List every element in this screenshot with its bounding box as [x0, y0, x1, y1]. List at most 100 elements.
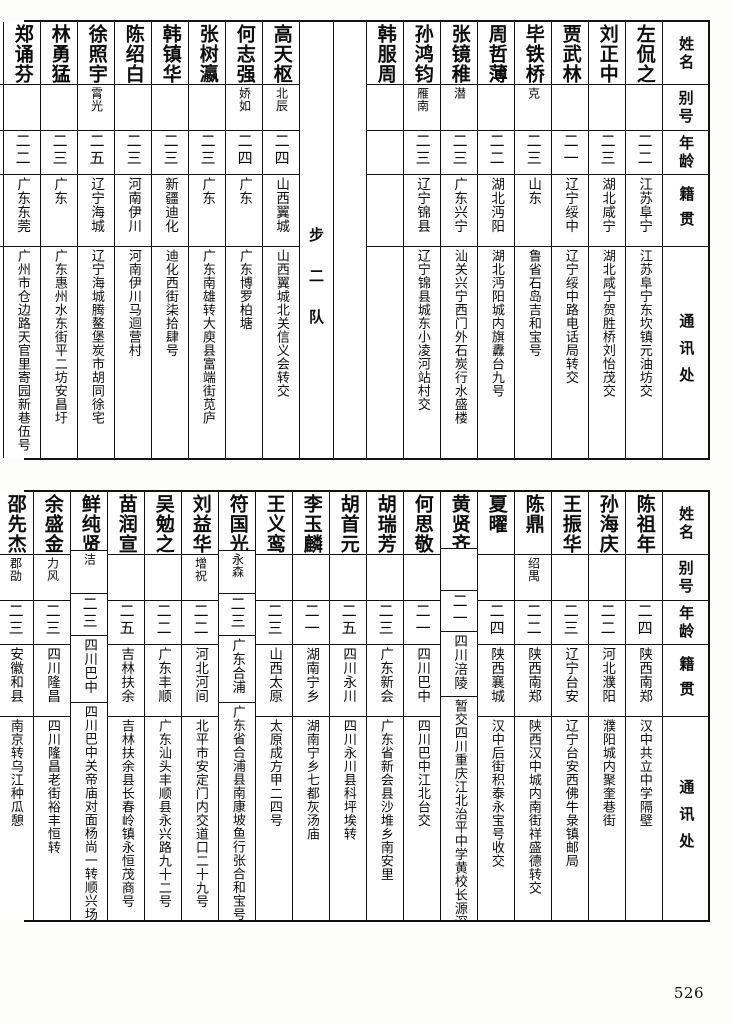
person-native_place-text: 辽宁海城 — [88, 177, 105, 233]
person-alias — [441, 548, 477, 590]
person-column[interactable]: 徐照宇 霄光 二五 辽宁海城 辽宁海城腾鳌堡炭市胡同徐宅 — [77, 22, 114, 458]
person-name-text: 贾武林 — [559, 24, 582, 84]
person-name: 林勇猛 — [41, 22, 77, 84]
person-column[interactable]: 林勇猛 二三 广东 广东惠州水东街平二坊安昌圩 — [40, 22, 77, 458]
person-age: 二二 — [589, 600, 625, 644]
person-alias — [256, 554, 292, 600]
person-native_place: 山西太原 — [256, 644, 292, 716]
person-native_place-text: 四川永川 — [340, 647, 357, 703]
person-column[interactable]: 毕铁桥克二三 山东 鲁省石岛吉和宝号 — [514, 22, 551, 458]
person-name: 鲜纯贤 — [71, 492, 107, 550]
person-column[interactable]: 张镜稚潜二三 广东兴宁 汕关兴宁西门外石炭行水盛楼 — [440, 22, 477, 458]
person-age-text: 二四 — [487, 603, 506, 637]
person-column[interactable]: 贾武林 二一 辽宁绥中 辽宁绥中路电话局转交 — [551, 22, 588, 458]
person-column[interactable]: 胡瑞芳 二三 广东新会 广东省新会县沙堆乡南安里 — [366, 492, 403, 920]
person-alias — [41, 84, 77, 130]
person-age: 二四 — [263, 130, 299, 174]
person-alias-text: 郡劭 — [8, 557, 23, 582]
row-header-address-text: 通讯处 — [677, 312, 696, 394]
person-column[interactable]: 刘益华 增祝 二二 河北河间 北平市安定门内交道口二十九号 — [181, 492, 218, 920]
person-column[interactable]: 吴勉之 二二 广东丰顺 广东汕头丰顺县永兴路九十二号 — [144, 492, 181, 920]
person-age: 二二 — [478, 130, 514, 174]
person-age: 二三 — [515, 130, 551, 174]
person-native_place: 广东丰顺 — [145, 644, 181, 716]
person-age: 二一 — [552, 130, 588, 174]
row-header-address-text: 通讯处 — [677, 778, 696, 860]
person-column[interactable]: 刘正中 二三 湖北咸宁 湖北咸宁贺胜桥刘怡茂交 — [588, 22, 625, 458]
person-column[interactable]: 邵先杰 郡劭 二三 安徽和县 南京转乌江种瓜憩 — [0, 492, 33, 920]
person-address: 河南伊川马迴营村 — [115, 246, 151, 458]
person-column[interactable]: 胡首元 二五 四川永川 四川永川县科坪埃转 — [329, 492, 366, 920]
person-native_place-text: 湖北咸宁 — [599, 177, 616, 233]
person-column[interactable]: 高天枢 北辰 二四 山西翼城 山西翼城北关信义会转交 — [262, 22, 299, 458]
person-column[interactable]: 陈鼎 绍禺 二二 陕西南郑 陕西汉中城内南街祥盛德转交 — [514, 492, 551, 920]
person-age: 二三 — [367, 600, 403, 644]
person-address: 江苏阜宁东坎镇元油坊交 — [626, 246, 662, 458]
person-column[interactable]: 何思敬 二一 四川巴中 四川巴中江北台交 — [403, 492, 440, 920]
person-column[interactable]: 王振华 二三 辽宁台安 辽宁台安西佛牛彔镇邮局 — [551, 492, 588, 920]
person-address-text: 广东南雄转大庾县富端街苋庐 — [199, 249, 215, 425]
person-age-text: 二四 — [235, 133, 254, 167]
person-column[interactable]: 张树瀛 二三 广东 广东南雄转大庾县富端街苋庐 — [188, 22, 225, 458]
person-alias-text: 霄光 — [89, 87, 104, 112]
person-column[interactable]: 鲜纯贤洁二三 四川巴中 四川巴中关帝庙对面杨尚一转顺兴场交 — [70, 492, 107, 920]
person-address-text: 迪化西街柒拾肆号 — [162, 249, 178, 357]
person-age: 二三 — [441, 130, 477, 174]
person-name: 胡瑞芳 — [367, 492, 403, 554]
person-age-text: 二二 — [154, 603, 173, 637]
person-alias — [478, 554, 514, 600]
person-alias: 霄光 — [78, 84, 114, 130]
person-address: 辽宁海城腾鳌堡炭市胡同徐宅 — [78, 246, 114, 458]
person-column[interactable]: 孙海庆 二二 河北濮阳 濮阳城内聚奎巷街 — [588, 492, 625, 920]
person-native_place-text: 辽宁绥中 — [562, 177, 579, 233]
person-column[interactable]: 郑诵芬 二二 广东东莞 广州市仓边路天官里寄园新巷伍号 — [3, 22, 40, 458]
person-name: 韩镇华 — [152, 22, 188, 84]
person-name-text: 徐照宇 — [85, 24, 108, 84]
person-alias — [0, 84, 3, 130]
person-name: 孙海庆 — [589, 492, 625, 554]
person-native_place-text: 广东兴宁 — [451, 177, 468, 233]
unit-label-cell: 步二队 — [300, 22, 333, 458]
person-column[interactable]: 王义鸾 二三 山西太原 太原成方甲二四号 — [255, 492, 292, 920]
person-age-text: 二三 — [80, 596, 99, 631]
person-column[interactable]: 陈祖年 二四 陕西南郑 汉中共立中学隔壁 — [625, 492, 662, 920]
person-name-text: 韩镇华 — [159, 24, 182, 84]
person-column[interactable]: 李玉麟 二一 湖南宁乡 湖南宁乡七都灰汤庙 — [292, 492, 329, 920]
person-native_place-text: 山西翼城 — [273, 177, 290, 233]
person-name: 孙鸿钧 — [404, 22, 440, 84]
person-column[interactable]: 左侃之 二二 江苏阜宁 江苏阜宁东坎镇元油坊交 — [625, 22, 662, 458]
person-age: 二二 — [4, 130, 40, 174]
person-alias — [626, 84, 662, 130]
person-column[interactable]: 何志强 娇如 二四 广东 广东博罗柏塘 — [225, 22, 262, 458]
person-age: 二五 — [108, 600, 144, 644]
person-name: 夏曜 — [478, 492, 514, 554]
person-column[interactable]: 黄建基二四湖南资兴湖南资兴县东区公所转大富乡公所 — [0, 22, 3, 458]
person-address: 湖南资兴县东区公所转大富乡公所 — [0, 246, 3, 458]
person-column[interactable]: 余盛金 力风 二三 四川隆昌 四川隆昌老街裕丰恒转 — [33, 492, 70, 920]
person-column[interactable]: 孙鸿钧 雁南 二三 辽宁锦县 辽宁锦县城东小凌河站村交 — [403, 22, 440, 458]
row-header-alias-text: 别号 — [676, 90, 695, 126]
person-alias: 雁南 — [404, 84, 440, 130]
person-age: 二三 — [256, 600, 292, 644]
person-age: 二一 — [441, 590, 477, 630]
person-column[interactable]: 符国光 永森 二三 广东合浦 广东省合浦县南康坡鱼行张合和宝号转 — [218, 492, 255, 920]
person-column[interactable]: 韩服周 — [366, 22, 403, 458]
person-column[interactable]: 苗润宣 二五 吉林扶余 吉林扶余县长春岭镇永恒茂商号 — [107, 492, 144, 920]
person-alias: 潜 — [441, 84, 477, 130]
person-alias: 绍禺 — [515, 554, 551, 600]
person-name-text: 胡首元 — [337, 494, 360, 554]
person-alias-text: 绍禺 — [526, 557, 541, 582]
person-column[interactable]: 韩镇华 二三 新疆迪化 迪化西街柒拾肆号 — [151, 22, 188, 458]
person-column[interactable]: 夏曜 二四 陕西襄城 汉中后街积泰永宝号收交 — [477, 492, 514, 920]
person-address-text: 辽宁台安西佛牛彔镇邮局 — [562, 719, 578, 868]
person-column[interactable]: 周哲薄 二二 湖北沔阳 湖北沔阳城内旗纛台九号 — [477, 22, 514, 458]
person-address: 迪化西街柒拾肆号 — [152, 246, 188, 458]
person-column[interactable]: 陈绍白 二三 河南伊川 河南伊川马迴营村 — [114, 22, 151, 458]
person-name-text: 陈绍白 — [122, 24, 145, 84]
person-native_place: 四川涪陵 — [441, 630, 477, 697]
person-column[interactable]: 黄贤齐 二一 四川涪陵 暂交四川重庆江北治平中学黄校长源深转 — [440, 492, 477, 920]
person-address-text: 湖北咸宁贺胜桥刘怡茂交 — [599, 249, 615, 398]
person-native_place-text: 广东合浦 — [229, 637, 246, 694]
person-address-text: 江苏阜宁东坎镇元油坊交 — [636, 249, 652, 398]
